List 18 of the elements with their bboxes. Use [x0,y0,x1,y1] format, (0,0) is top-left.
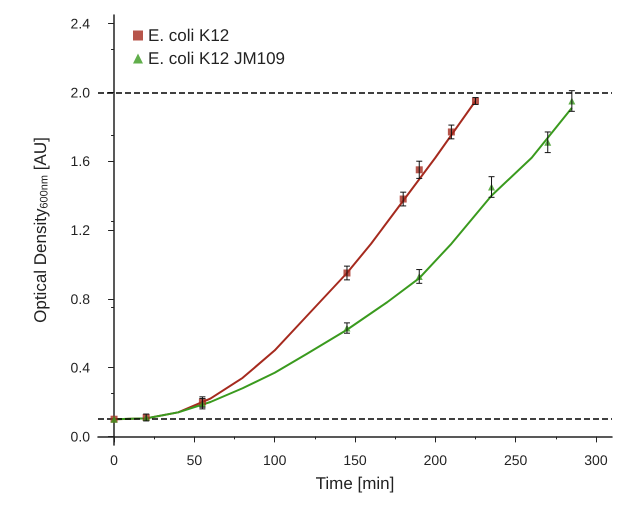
x-tick-label: 300 [584,452,608,468]
x-axis-title: Time [min] [316,474,394,493]
y-axis-title: Optical Density600nm [AU] [31,137,50,323]
legend-label: E. coli K12 JM109 [148,49,286,68]
y-tick-label: 2.0 [70,84,90,100]
legend-label: E. coli K12 [148,26,230,45]
x-tick-label: 150 [343,452,367,468]
y-tick-label: 1.2 [70,222,90,238]
y-tick-label: 0.4 [70,360,90,376]
x-tick-label: 250 [504,452,528,468]
x-tick-label: 100 [263,452,287,468]
y-tick-label: 0.0 [70,428,90,444]
x-tick-label: 200 [424,452,448,468]
y-tick-label: 1.6 [70,153,90,170]
y-tick-label: 0.8 [70,290,90,307]
x-tick-label: 0 [110,452,118,468]
y-tick-label: 2.4 [70,16,90,32]
x-tick-label: 50 [186,452,202,468]
